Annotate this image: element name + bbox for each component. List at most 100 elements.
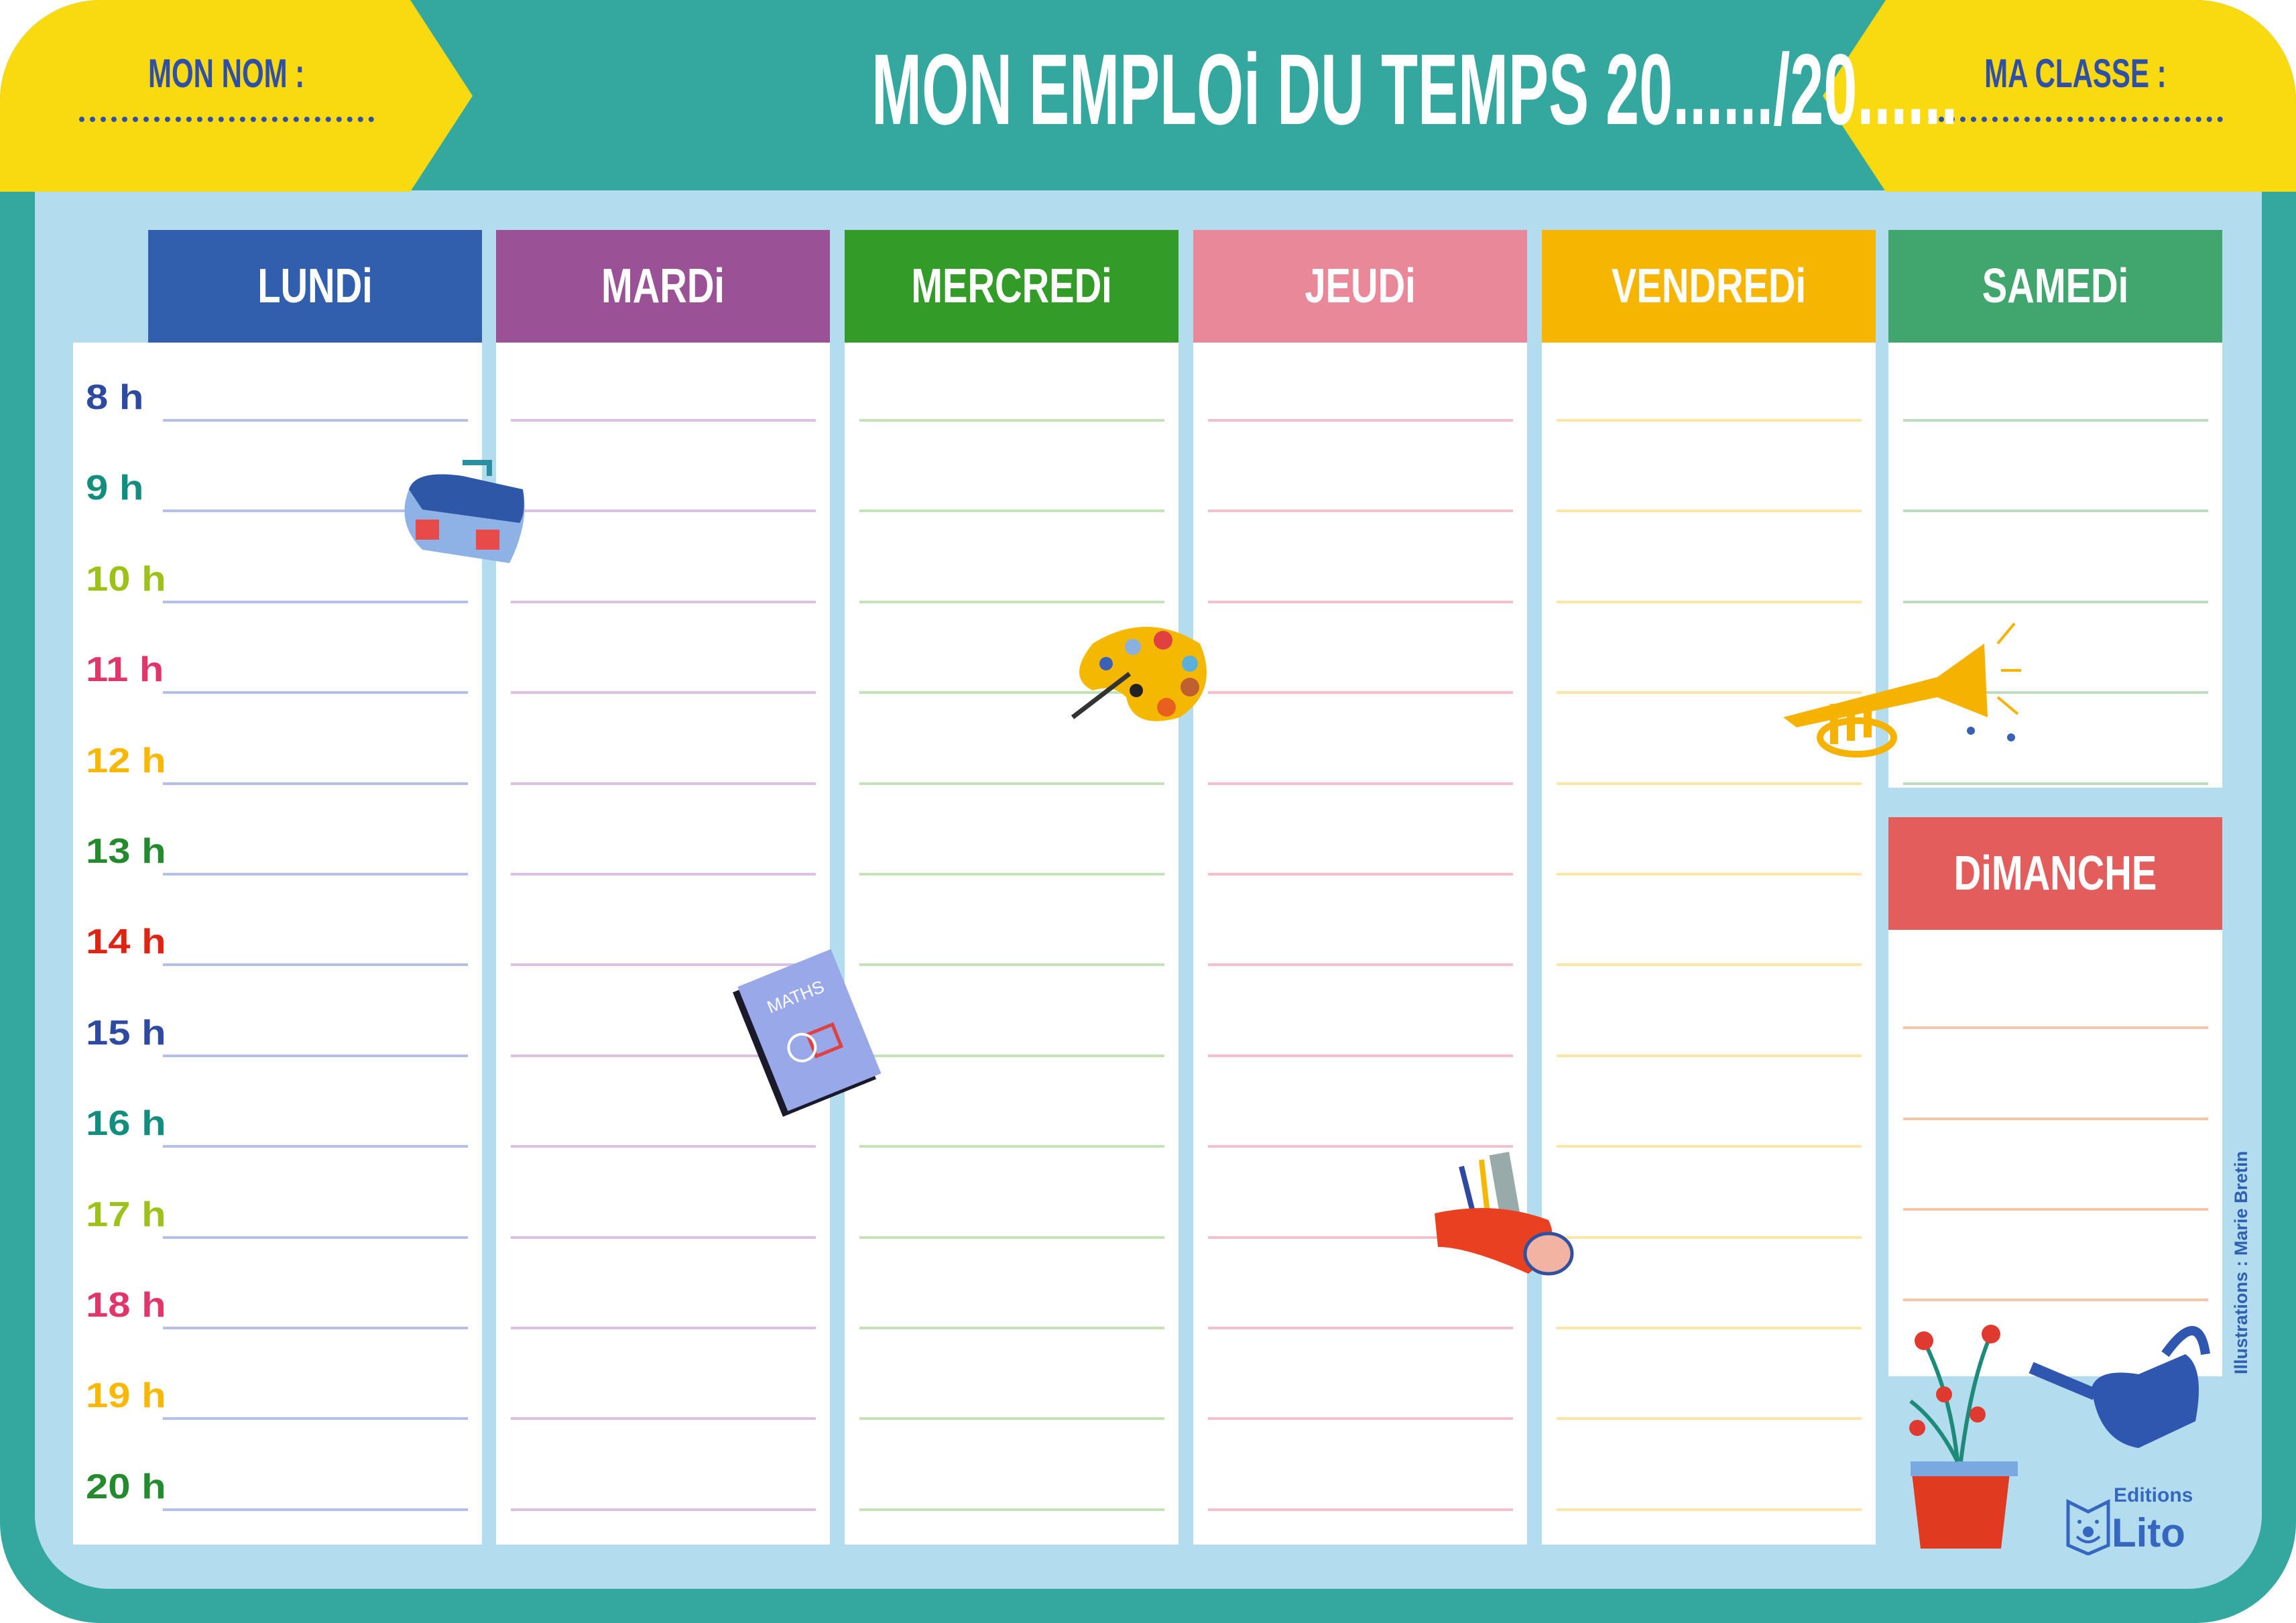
time-slot-line[interactable] xyxy=(1903,600,2208,603)
time-slot-line[interactable] xyxy=(1557,963,1862,967)
time-slot-line[interactable] xyxy=(1903,1118,2208,1120)
time-slot-line[interactable] xyxy=(163,873,468,876)
time-slot-line[interactable] xyxy=(1903,419,2208,422)
time-slot-line[interactable] xyxy=(163,600,468,603)
time-slot-line[interactable] xyxy=(859,419,1164,422)
time-slot-line[interactable] xyxy=(511,782,816,785)
time-slot-line[interactable] xyxy=(511,691,816,695)
time-slot-line[interactable] xyxy=(511,509,816,513)
time-slot-line[interactable] xyxy=(511,1417,816,1421)
time-slot-line[interactable] xyxy=(1557,509,1862,513)
day-column-0[interactable] xyxy=(73,343,482,1545)
time-slot-line[interactable] xyxy=(1903,1299,2208,1301)
time-slot-line[interactable] xyxy=(1557,1417,1862,1421)
time-slot-line[interactable] xyxy=(511,1508,816,1511)
time-slot-line[interactable] xyxy=(859,691,1164,695)
time-slot-line[interactable] xyxy=(1208,873,1513,876)
time-slot-line[interactable] xyxy=(859,1054,1164,1057)
time-slot-line[interactable] xyxy=(163,691,468,695)
time-slot-line[interactable] xyxy=(511,419,816,422)
day-label: LUNDi xyxy=(257,259,373,313)
time-slot-line[interactable] xyxy=(1208,782,1513,785)
time-slot-line[interactable] xyxy=(511,1327,816,1329)
time-slot-line[interactable] xyxy=(163,1054,468,1057)
name-dotted-line[interactable] xyxy=(79,115,374,122)
time-slot-line[interactable] xyxy=(859,509,1164,513)
class-banner xyxy=(1823,0,2296,192)
time-slot-line[interactable] xyxy=(163,1508,468,1511)
time-slot-line[interactable] xyxy=(1208,600,1513,603)
time-slot-line[interactable] xyxy=(1208,963,1513,967)
day-label: MERCREDi xyxy=(911,259,1112,313)
time-slot-line[interactable] xyxy=(1557,782,1862,785)
name-field[interactable]: MON NOM : xyxy=(79,54,374,122)
time-slot-line[interactable] xyxy=(859,873,1164,876)
illustration-credit: Illustrations : Marie Bretin xyxy=(2231,1150,2251,1374)
time-slot-line[interactable] xyxy=(859,1417,1164,1421)
time-slot-line[interactable] xyxy=(163,782,468,785)
day-column-6[interactable] xyxy=(1888,930,2222,1376)
time-slot-line[interactable] xyxy=(1557,873,1862,876)
class-field[interactable]: MA CLASSE : xyxy=(1928,51,2223,122)
time-slot-line[interactable] xyxy=(1208,419,1513,422)
hour-label: 16 h xyxy=(86,1104,166,1144)
time-slot-line[interactable] xyxy=(163,1417,468,1421)
time-slot-line[interactable] xyxy=(511,873,816,876)
time-slot-line[interactable] xyxy=(1903,509,2208,513)
time-slot-line[interactable] xyxy=(511,1054,816,1057)
time-slot-line[interactable] xyxy=(1557,1327,1862,1329)
time-slot-line[interactable] xyxy=(163,509,468,513)
time-slot-line[interactable] xyxy=(1557,600,1862,603)
time-slot-line[interactable] xyxy=(1557,1145,1862,1148)
time-slot-line[interactable] xyxy=(1557,1508,1862,1511)
time-slot-line[interactable] xyxy=(1903,1026,2208,1029)
time-slot-line[interactable] xyxy=(1208,509,1513,513)
time-slot-line[interactable] xyxy=(511,600,816,603)
hour-label: 9 h xyxy=(86,469,144,508)
book-face-icon xyxy=(2066,1498,2110,1555)
day-column-4[interactable] xyxy=(1542,343,1876,1545)
time-slot-line[interactable] xyxy=(163,963,468,967)
day-label: MARDi xyxy=(601,259,725,313)
time-slot-line[interactable] xyxy=(1208,1145,1513,1148)
time-slot-line[interactable] xyxy=(1208,1417,1513,1421)
palette-illustration xyxy=(1071,627,1207,721)
day-column-2[interactable] xyxy=(845,343,1179,1545)
time-slot-line[interactable] xyxy=(1903,1208,2208,1211)
time-slot-line[interactable] xyxy=(859,1327,1164,1329)
day-label: VENDREDi xyxy=(1611,259,1807,313)
time-slot-line[interactable] xyxy=(1903,782,2208,785)
time-slot-line[interactable] xyxy=(163,1327,468,1329)
time-slot-line[interactable] xyxy=(1557,419,1862,422)
day-header-2: MERCREDi xyxy=(845,230,1179,343)
time-slot-line[interactable] xyxy=(511,1145,816,1148)
time-slot-line[interactable] xyxy=(1208,1327,1513,1329)
name-banner xyxy=(0,0,473,192)
time-slot-line[interactable] xyxy=(1208,1054,1513,1057)
time-slot-line[interactable] xyxy=(163,1145,468,1148)
time-slot-line[interactable] xyxy=(1208,1508,1513,1511)
time-slot-line[interactable] xyxy=(1208,1236,1513,1239)
time-slot-line[interactable] xyxy=(1208,691,1513,695)
day-header-0: LUNDi xyxy=(148,230,482,343)
class-label: MA CLASSE : xyxy=(1984,51,2167,96)
day-column-1[interactable] xyxy=(496,343,830,1545)
time-slot-line[interactable] xyxy=(1903,691,2208,695)
time-slot-line[interactable] xyxy=(859,963,1164,967)
time-slot-line[interactable] xyxy=(859,1508,1164,1511)
time-slot-line[interactable] xyxy=(859,1145,1164,1148)
day-column-5[interactable] xyxy=(1888,343,2222,788)
time-slot-line[interactable] xyxy=(1557,1236,1862,1239)
time-slot-line[interactable] xyxy=(1557,1054,1862,1057)
time-slot-line[interactable] xyxy=(859,1236,1164,1239)
time-slot-line[interactable] xyxy=(511,963,816,967)
time-slot-line[interactable] xyxy=(163,419,468,422)
time-slot-line[interactable] xyxy=(163,1236,468,1239)
time-slot-line[interactable] xyxy=(859,782,1164,785)
class-dotted-line[interactable] xyxy=(1928,115,2223,122)
time-slot-line[interactable] xyxy=(511,1236,816,1239)
time-slot-line[interactable] xyxy=(859,600,1164,603)
day-column-3[interactable] xyxy=(1193,343,1527,1545)
time-slot-line[interactable] xyxy=(1557,691,1862,695)
